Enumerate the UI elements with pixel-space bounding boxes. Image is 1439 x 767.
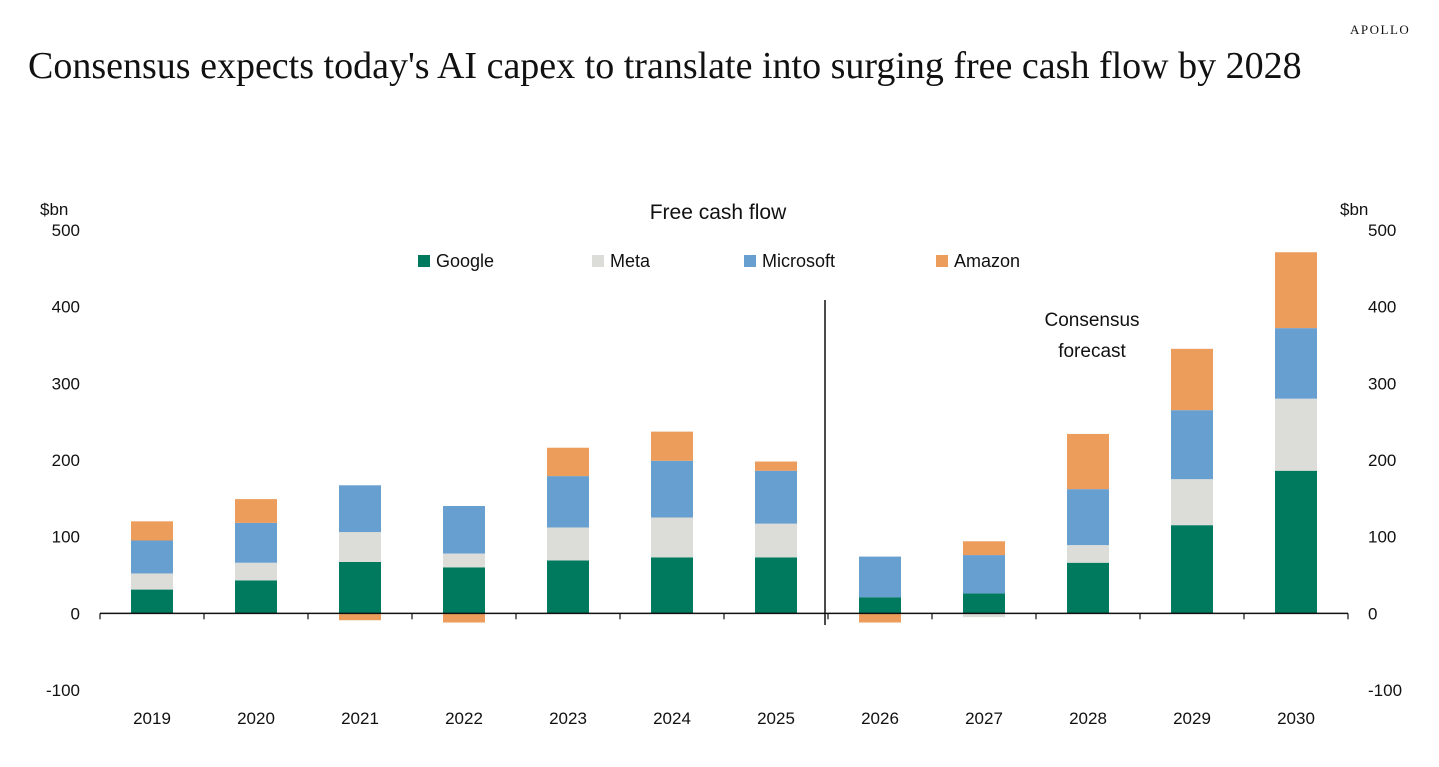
x-tick-label-2027: 2027 bbox=[965, 709, 1003, 728]
bar-meta-2029 bbox=[1171, 479, 1213, 526]
y-tick-right-400: 400 bbox=[1368, 298, 1396, 317]
bar-google-2029 bbox=[1171, 525, 1213, 614]
y-tick-right--100: -100 bbox=[1368, 681, 1402, 700]
x-tick-label-2020: 2020 bbox=[237, 709, 275, 728]
bar-microsoft-2025 bbox=[755, 470, 797, 524]
y-tick-right-200: 200 bbox=[1368, 451, 1396, 470]
legend: Google Meta Microsoft Amazon bbox=[418, 251, 1020, 271]
x-tick-label-2023: 2023 bbox=[549, 709, 587, 728]
brand-logo: APOLLO bbox=[1350, 22, 1411, 37]
bar-microsoft-2026 bbox=[859, 556, 901, 598]
bar-google-2027 bbox=[963, 593, 1005, 614]
x-tick-label-2025: 2025 bbox=[757, 709, 795, 728]
x-tick-label-2028: 2028 bbox=[1069, 709, 1107, 728]
legend-label-microsoft: Microsoft bbox=[762, 251, 835, 271]
bar-microsoft-2028 bbox=[1067, 489, 1109, 546]
axes-group: 2019 2020 2021 2022 2023 2024 2025 2026 2027 2028… bbox=[46, 221, 1402, 728]
bar-microsoft-2019 bbox=[131, 540, 173, 574]
bar-google-2023 bbox=[547, 560, 589, 614]
x-tick-label-2019: 2019 bbox=[133, 709, 171, 728]
bar-amazon-2026 bbox=[859, 613, 901, 623]
bar-meta-2021 bbox=[339, 532, 381, 562]
y-tick-left-300: 300 bbox=[52, 374, 80, 393]
bar-microsoft-2023 bbox=[547, 476, 589, 528]
bars-group bbox=[131, 252, 1317, 623]
bar-microsoft-2024 bbox=[651, 460, 693, 518]
forecast-annotation-line: forecast bbox=[1058, 341, 1126, 362]
bar-microsoft-2022 bbox=[443, 506, 485, 554]
legend-label-google: Google bbox=[436, 251, 494, 271]
bar-meta-2019 bbox=[131, 573, 173, 590]
bar-microsoft-2027 bbox=[963, 555, 1005, 594]
bar-amazon-2021 bbox=[339, 613, 381, 621]
y-tick-left-200: 200 bbox=[52, 451, 80, 470]
bar-amazon-2020 bbox=[235, 499, 277, 523]
y-tick-left-100: 100 bbox=[52, 528, 80, 547]
legend-label-meta: Meta bbox=[610, 251, 651, 271]
x-tick-label-2024: 2024 bbox=[653, 709, 691, 728]
bar-amazon-2027 bbox=[963, 541, 1005, 556]
bar-microsoft-2020 bbox=[235, 522, 277, 563]
bar-meta-2023 bbox=[547, 527, 589, 561]
bar-amazon-2019 bbox=[131, 521, 173, 541]
y-tick-left-500: 500 bbox=[52, 221, 80, 240]
bar-meta-2020 bbox=[235, 562, 277, 581]
bar-microsoft-2021 bbox=[339, 485, 381, 533]
forecast-annotation: Consensus forecast bbox=[1044, 310, 1139, 362]
bar-google-2020 bbox=[235, 580, 277, 614]
bar-google-2024 bbox=[651, 557, 693, 614]
right-axis-unit: $bn bbox=[1340, 200, 1368, 219]
x-tick-label-2021: 2021 bbox=[341, 709, 379, 728]
x-tick-label-2026: 2026 bbox=[861, 709, 899, 728]
forecast-annotation-line: Consensus bbox=[1044, 310, 1139, 331]
bar-google-2022 bbox=[443, 567, 485, 614]
y-tick-right-300: 300 bbox=[1368, 374, 1396, 393]
bar-google-2019 bbox=[131, 589, 173, 614]
legend-swatch-meta bbox=[592, 255, 604, 267]
bar-microsoft-2030 bbox=[1275, 328, 1317, 399]
bar-meta-2028 bbox=[1067, 545, 1109, 563]
bar-meta-2027 bbox=[963, 613, 1005, 618]
legend-swatch-amazon bbox=[936, 255, 948, 267]
bar-amazon-2025 bbox=[755, 461, 797, 471]
bar-meta-2025 bbox=[755, 523, 797, 558]
bar-amazon-2023 bbox=[547, 447, 589, 477]
y-tick-right-0: 0 bbox=[1368, 604, 1377, 623]
bar-amazon-2030 bbox=[1275, 252, 1317, 329]
bar-amazon-2022 bbox=[443, 613, 485, 623]
y-tick-left-0: 0 bbox=[71, 604, 80, 623]
y-tick-left-400: 400 bbox=[52, 298, 80, 317]
bar-google-2021 bbox=[339, 561, 381, 614]
x-tick-label-2030: 2030 bbox=[1277, 709, 1315, 728]
y-tick-right-500: 500 bbox=[1368, 221, 1396, 240]
bar-google-2025 bbox=[755, 557, 797, 614]
bar-meta-2030 bbox=[1275, 398, 1317, 471]
bar-amazon-2029 bbox=[1171, 348, 1213, 411]
bar-google-2030 bbox=[1275, 470, 1317, 614]
bar-meta-2022 bbox=[443, 553, 485, 568]
x-tick-label-2029: 2029 bbox=[1173, 709, 1211, 728]
legend-swatch-google bbox=[418, 255, 430, 267]
bar-amazon-2024 bbox=[651, 431, 693, 461]
bar-google-2028 bbox=[1067, 562, 1109, 614]
chart-subtitle: Free cash flow bbox=[650, 201, 787, 224]
legend-swatch-microsoft bbox=[744, 255, 756, 267]
bar-meta-2024 bbox=[651, 517, 693, 558]
y-tick-left--100: -100 bbox=[46, 681, 80, 700]
legend-label-amazon: Amazon bbox=[954, 251, 1020, 271]
bar-google-2026 bbox=[859, 597, 901, 614]
page-title: Consensus expects today's AI capex to tr… bbox=[28, 45, 1302, 87]
bar-microsoft-2029 bbox=[1171, 410, 1213, 480]
x-tick-label-2022: 2022 bbox=[445, 709, 483, 728]
y-tick-right-100: 100 bbox=[1368, 528, 1396, 547]
bar-amazon-2028 bbox=[1067, 433, 1109, 490]
left-axis-unit: $bn bbox=[40, 200, 68, 219]
